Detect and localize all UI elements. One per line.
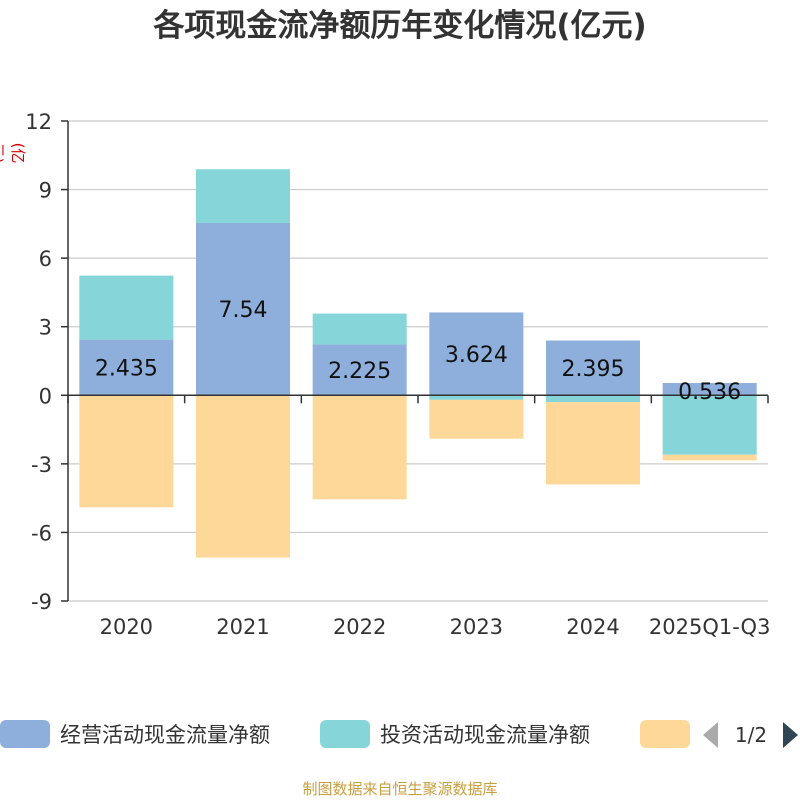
y-tick-label: 12 xyxy=(25,110,52,134)
bar-segment-series-1[interactable] xyxy=(546,340,640,396)
bar-segment-series-2[interactable] xyxy=(79,275,174,340)
data-label: 2.395 xyxy=(562,357,625,382)
bar-segment-series-3[interactable] xyxy=(546,402,640,485)
bar-segment-series-1[interactable] xyxy=(79,339,174,396)
legend-swatch[interactable] xyxy=(0,720,50,748)
bar-segment-series-1[interactable] xyxy=(196,222,290,396)
x-tick-label: 2022 xyxy=(333,615,386,639)
chart-title: 各项现金流净额历年变化情况(亿元) xyxy=(153,8,647,44)
legend-next-page-icon[interactable] xyxy=(783,722,798,748)
bar-segment-series-3[interactable] xyxy=(79,395,174,508)
legend-swatch[interactable] xyxy=(320,720,370,748)
bar-segment-series-3[interactable] xyxy=(429,399,524,439)
y-tick-label: 9 xyxy=(39,179,52,203)
bar-segment-series-1[interactable] xyxy=(662,383,757,396)
x-tick-label: 2024 xyxy=(566,615,619,639)
y-tick-label: -9 xyxy=(31,590,52,614)
data-label: 0.536 xyxy=(678,380,741,405)
bar-segment-series-2[interactable] xyxy=(662,395,757,455)
data-source-note: 制图数据来自恒生聚源数据库 xyxy=(302,780,498,798)
bar-segment-series-2[interactable] xyxy=(196,169,290,223)
data-label: 2.435 xyxy=(95,356,158,381)
x-tick-label: 2020 xyxy=(100,615,153,639)
bar-segment-series-2[interactable] xyxy=(429,395,524,400)
y-tick-label: 0 xyxy=(39,384,52,408)
data-label: 2.225 xyxy=(328,359,391,384)
bar-segment-series-1[interactable] xyxy=(312,344,407,396)
legend-swatch[interactable] xyxy=(640,720,690,748)
bar-segment-series-3[interactable] xyxy=(312,395,407,500)
data-label: 7.54 xyxy=(219,298,268,323)
bar-segment-series-2[interactable] xyxy=(312,313,407,345)
x-tick-label: 2023 xyxy=(450,615,503,639)
legend-page-indicator: 1/2 xyxy=(735,723,767,747)
bar-segment-series-3[interactable] xyxy=(196,395,290,558)
bar-segment-series-3[interactable] xyxy=(662,454,757,461)
y-tick-label: 3 xyxy=(39,316,52,340)
x-tick-label: 2025Q1-Q3 xyxy=(649,615,771,639)
legend-prev-page-icon[interactable] xyxy=(703,722,718,748)
y-tick-label: -6 xyxy=(31,521,52,545)
data-label: 3.624 xyxy=(445,343,508,368)
bar-segment-series-2[interactable] xyxy=(546,395,640,403)
y-tick-label: 6 xyxy=(39,247,52,271)
bar-segment-series-1[interactable] xyxy=(429,312,524,396)
x-tick-label: 2021 xyxy=(216,615,269,639)
legend-label[interactable]: 投资活动现金流量净额 xyxy=(380,723,590,747)
y-tick-label: -3 xyxy=(31,453,52,477)
legend-label[interactable]: 经营活动现金流量净额 xyxy=(60,723,270,747)
